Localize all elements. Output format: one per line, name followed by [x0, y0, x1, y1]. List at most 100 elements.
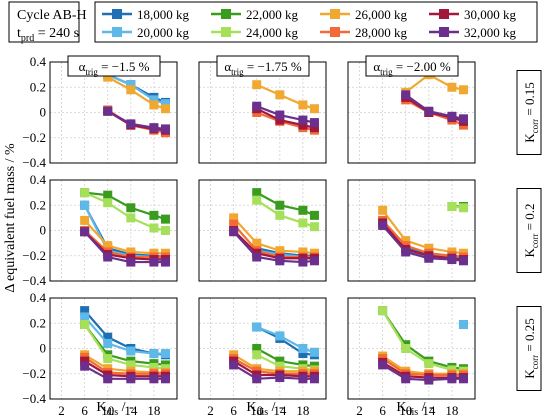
panel-frame: [198, 179, 327, 282]
x-tick-label: 14: [273, 403, 287, 417]
data-point: [401, 236, 411, 246]
legend-label: 22,000 kg: [246, 7, 299, 22]
data-point: [447, 111, 457, 121]
data-point: [275, 110, 285, 120]
data-point: [275, 115, 285, 125]
series-line: [405, 93, 464, 120]
data-point: [103, 72, 113, 82]
data-point: [275, 356, 285, 366]
legend-label: 30,000 kg: [464, 7, 517, 22]
row-label: Kcorr = 0.2: [516, 188, 542, 273]
data-point: [80, 356, 90, 366]
data-point: [126, 360, 136, 370]
data-point: [309, 256, 319, 266]
x-tick-label: 10: [399, 403, 412, 417]
x-tick-label: 2: [58, 403, 65, 417]
x-axis-label-col1: Kdis / -: [96, 400, 134, 417]
legend-marker: [439, 9, 449, 19]
column-label: αtrig = −2.00 %: [365, 55, 459, 77]
data-point: [309, 123, 319, 133]
series-group: [252, 80, 319, 135]
data-point: [103, 374, 113, 384]
series-group: [378, 306, 468, 385]
data-point: [149, 123, 159, 133]
data-point: [275, 90, 285, 100]
data-point: [103, 198, 113, 208]
x-tick-label: 2: [356, 403, 363, 417]
y-tick-label: 0.2: [30, 79, 46, 94]
panel: 2 6 10 14 18: [198, 297, 327, 417]
data-point: [401, 344, 411, 353]
series-group: [103, 70, 170, 138]
data-point: [252, 252, 262, 262]
legend-entry: 28,000 kg: [320, 25, 408, 40]
panel: 0.4 0.2 0 −0.2 −0.4 2 6 10 14 18: [22, 290, 178, 417]
data-point: [298, 349, 308, 359]
data-point: [298, 344, 308, 353]
data-point: [447, 202, 457, 212]
legend-box: [94, 1, 538, 43]
data-point: [309, 347, 319, 357]
legend-entry: 26,000 kg: [320, 7, 408, 22]
series-line: [107, 110, 166, 131]
data-point: [229, 227, 239, 237]
data-point: [378, 360, 388, 370]
column-label: αtrig = −1.5 %: [67, 55, 161, 77]
series-group: [80, 188, 170, 267]
row-label: Kcorr = 0.15: [516, 70, 542, 155]
panel: [347, 61, 476, 164]
legend-marker: [112, 27, 122, 37]
data-point: [275, 373, 285, 383]
y-tick-label: −0.4: [22, 391, 46, 406]
data-point: [424, 375, 434, 385]
data-point: [275, 200, 285, 210]
x-tick-label: 18: [147, 403, 160, 417]
legend-marker: [112, 9, 122, 19]
data-point: [252, 350, 262, 360]
data-point: [298, 218, 308, 228]
cycle-time: tprd = 240 s: [17, 26, 79, 44]
legend-entry: 24,000 kg: [211, 25, 299, 40]
data-point: [275, 256, 285, 266]
data-point: [252, 188, 262, 198]
series-group: [229, 188, 319, 267]
data-point: [275, 246, 285, 256]
series-group: [378, 202, 468, 266]
series-line: [107, 73, 166, 105]
data-point: [126, 203, 136, 213]
series-line: [256, 199, 315, 228]
series-line: [256, 326, 315, 356]
svg-text:Kcorr = 0.25: Kcorr = 0.25: [522, 318, 540, 378]
y-tick-label: 0.4: [30, 290, 47, 305]
data-point: [298, 100, 308, 110]
data-point: [126, 374, 136, 384]
data-point: [80, 306, 90, 316]
y-tick-label: 0.2: [30, 197, 46, 212]
series-line: [381, 310, 464, 373]
legend-label: 24,000 kg: [246, 25, 299, 40]
panel: 0.4 0.2 0 −0.2 −0.4: [22, 54, 178, 170]
y-tick-label: −0.2: [22, 366, 46, 381]
data-point: [378, 306, 388, 316]
legend: 18,000 kg 22,000 kg 26,000 kg 30,000 kg 20,0…: [94, 1, 538, 43]
column-labels: αtrig = −1.5 % αtrig = −1.75 % αtrig = −2.…: [67, 55, 459, 77]
series-group: [401, 70, 468, 130]
data-point: [309, 104, 319, 114]
data-point: [275, 361, 285, 371]
data-point: [401, 374, 411, 384]
series-line: [107, 76, 166, 110]
data-point: [298, 115, 308, 125]
column-label: αtrig = −1.75 %: [216, 55, 310, 77]
data-point: [275, 331, 285, 341]
data-point: [160, 99, 170, 109]
data-point: [229, 360, 239, 370]
legend-label: 28,000 kg: [355, 25, 408, 40]
data-point: [378, 220, 388, 230]
panel-frame: [347, 179, 476, 282]
data-point: [458, 374, 468, 384]
data-point: [424, 243, 434, 253]
data-point: [149, 95, 159, 105]
data-point: [126, 213, 136, 223]
data-point: [447, 255, 457, 265]
svg-text:αtrig = −1.5 %: αtrig = −1.5 %: [79, 59, 150, 77]
